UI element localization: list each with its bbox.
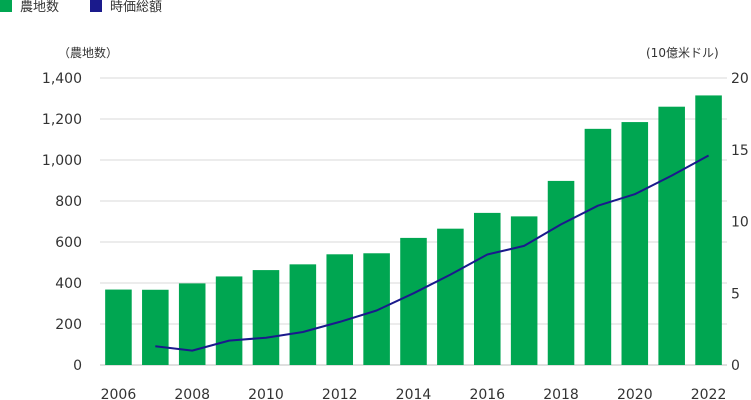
legend-bar-swatch: [0, 0, 12, 12]
bar-2020: [621, 122, 649, 365]
x-tick-label: 2014: [396, 387, 432, 400]
y-left-tick-label: 0: [73, 358, 82, 374]
right-axis-unit: (10億米ドル): [646, 46, 719, 60]
bar-2012: [326, 254, 354, 365]
y-left-tick-label: 1,000: [42, 153, 82, 169]
bar-2017: [510, 216, 538, 365]
x-tick-label: 2006: [101, 387, 137, 400]
y-left-tick-label: 1,200: [42, 112, 82, 128]
bar-2015: [437, 228, 464, 365]
bar-2019: [584, 128, 612, 365]
right-y-axis: 0 5 10 15 20: [731, 71, 749, 374]
bar-2008: [178, 283, 206, 365]
y-right-tick-label: 5: [731, 286, 740, 302]
y-right-tick-label: 15: [731, 143, 749, 159]
bar-2010: [252, 270, 280, 365]
y-left-tick-label: 800: [55, 194, 82, 210]
bar-2007: [142, 289, 169, 365]
left-axis-unit: （農地数）: [58, 45, 118, 60]
y-left-tick-label: 600: [55, 235, 82, 251]
y-right-tick-label: 10: [731, 215, 749, 231]
bar-2021: [658, 106, 685, 365]
y-right-tick-label: 20: [731, 71, 749, 87]
bar-2016: [473, 212, 501, 365]
x-tick-label: 2020: [617, 387, 653, 400]
y-left-tick-label: 400: [55, 276, 82, 292]
x-tick-label: 2016: [469, 387, 505, 400]
legend: 農地数 時価総額: [0, 0, 162, 15]
legend-bar-label: 農地数: [20, 0, 59, 15]
y-left-tick-label: 1,400: [42, 71, 82, 87]
x-tick-label: 2008: [174, 387, 210, 400]
bar-2022: [695, 95, 722, 366]
x-tick-label: 2018: [543, 387, 579, 400]
bar-2006: [105, 289, 132, 365]
bar-2018: [547, 180, 575, 365]
y-left-tick-label: 200: [55, 317, 82, 333]
legend-line-label: 時価総額: [110, 0, 162, 15]
x-tick-label: 2022: [691, 387, 727, 400]
bar-2014: [400, 237, 427, 365]
legend-line-swatch: [90, 0, 102, 12]
bar-2009: [215, 276, 243, 365]
left-y-axis: 0 200 400 600 800 1,000 1,200 1,400: [42, 71, 82, 374]
bar-series: [105, 95, 722, 366]
x-tick-label: 2010: [248, 387, 284, 400]
line-series: [155, 154, 710, 352]
x-tick-label: 2012: [322, 387, 358, 400]
bar-2013: [363, 253, 390, 365]
y-right-tick-label: 0: [731, 358, 740, 374]
bar-2011: [289, 264, 317, 365]
x-axis: 2006 2008 2010 2012 2014 2016 2018 2020 2022: [101, 387, 727, 400]
market-value-line: [155, 154, 710, 352]
